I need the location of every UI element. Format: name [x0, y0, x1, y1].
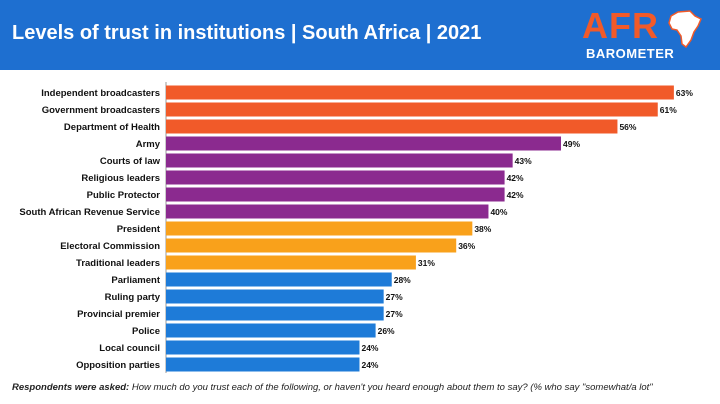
bar: [166, 153, 513, 168]
bar: [166, 136, 562, 151]
value-label: 24%: [361, 343, 378, 353]
bar: [166, 238, 457, 253]
value-label: 49%: [563, 139, 580, 149]
category-label: Ruling party: [105, 292, 161, 303]
bar-chart: Independent broadcasters 63% Government br…: [19, 82, 693, 373]
bar: [166, 306, 384, 321]
bar: [166, 255, 416, 270]
category-label: Courts of law: [100, 156, 161, 167]
value-label: 42%: [507, 190, 524, 200]
value-label: 38%: [474, 224, 491, 234]
bar: [166, 85, 674, 100]
category-label: Electoral Commission: [60, 241, 160, 252]
page-title: Levels of trust in institutions | South …: [12, 22, 482, 44]
footnote-question: How much do you trust each of the follow…: [129, 382, 653, 393]
category-label: Provincial premier: [77, 309, 160, 320]
value-label: 27%: [386, 309, 403, 319]
bar: [166, 323, 376, 338]
bar: [166, 119, 618, 134]
category-label: Public Protector: [87, 190, 161, 201]
footnote: Respondents were asked: How much do you …: [12, 382, 712, 393]
value-label: 40%: [490, 207, 507, 217]
bar: [166, 289, 384, 304]
category-label: President: [117, 224, 161, 235]
category-label: South African Revenue Service: [19, 207, 160, 218]
value-label: 28%: [394, 275, 411, 285]
value-label: 27%: [386, 292, 403, 302]
category-label: Traditional leaders: [76, 258, 160, 269]
category-label: Local council: [99, 343, 160, 354]
bar: [166, 272, 392, 287]
category-label: Police: [132, 326, 160, 337]
value-label: 43%: [515, 156, 532, 166]
logo-subtitle: BAROMETER: [586, 46, 675, 61]
category-label: Department of Health: [64, 122, 160, 133]
category-label: Religious leaders: [81, 173, 160, 184]
category-label: Opposition parties: [76, 360, 160, 371]
category-label: Government broadcasters: [42, 105, 160, 116]
value-label: 56%: [619, 122, 636, 132]
value-label: 36%: [458, 241, 475, 251]
bar: [166, 204, 489, 219]
header-bar: Levels of trust in institutions | South …: [0, 0, 720, 70]
bar: [166, 357, 360, 372]
value-label: 26%: [378, 326, 395, 336]
value-label: 61%: [660, 105, 677, 115]
bar: [166, 221, 473, 236]
afrobarometer-logo: AFR BAROMETER: [574, 6, 706, 64]
bar: [166, 187, 505, 202]
value-label: 31%: [418, 258, 435, 268]
category-label: Parliament: [111, 275, 160, 286]
value-label: 42%: [507, 173, 524, 183]
value-label: 63%: [676, 88, 693, 98]
value-label: 24%: [361, 360, 378, 370]
bar: [166, 102, 658, 117]
category-label: Army: [136, 139, 161, 150]
bar: [166, 170, 505, 185]
footnote-lead: Respondents were asked:: [12, 382, 130, 393]
bar: [166, 340, 360, 355]
africa-continent-icon: [668, 10, 702, 48]
category-label: Independent broadcasters: [41, 88, 160, 99]
logo-wordmark: AFR: [582, 5, 659, 46]
